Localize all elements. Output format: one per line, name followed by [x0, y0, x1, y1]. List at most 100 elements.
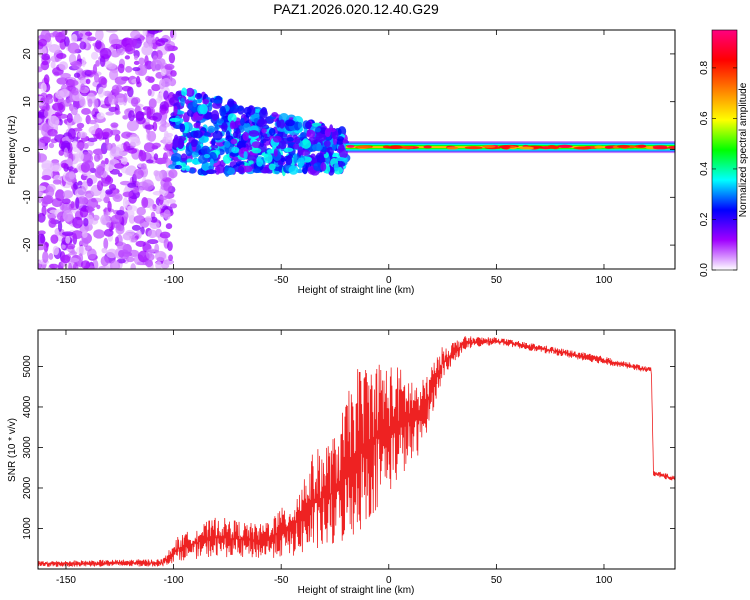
- spectrogram-cell: [81, 56, 86, 68]
- spectrogram-cell: [122, 115, 129, 120]
- spectrogram-cell: [106, 142, 113, 151]
- spectrogram-y-tick-label: -10: [22, 190, 33, 205]
- spectrogram-cell: [61, 244, 66, 249]
- spectrogram-cell: [304, 121, 312, 129]
- spectrogram-cell: [50, 234, 59, 244]
- spectrogram-cell: [199, 103, 208, 115]
- spectrogram-cell: [306, 129, 316, 138]
- spectrogram-cell: [76, 245, 88, 256]
- spectrogram-cell: [221, 121, 228, 133]
- spectrogram-cell: [79, 33, 84, 38]
- spectrogram-cell: [164, 43, 173, 52]
- spectrogram-cell: [117, 63, 125, 74]
- spectrogram-cell: [235, 128, 241, 139]
- spectrogram-cell: [135, 240, 146, 247]
- spectrogram-cell: [145, 75, 152, 82]
- spectrogram-cell: [104, 157, 109, 165]
- spectrogram-cell: [179, 123, 186, 133]
- spectrogram-cell: [69, 251, 78, 256]
- spectrogram-cell: [315, 132, 327, 142]
- spectrogram-cell: [71, 87, 79, 96]
- spectrogram-cell: [131, 224, 141, 231]
- spectrogram-cell: [169, 203, 178, 209]
- spectrogram-cell: [121, 85, 132, 92]
- spectrogram-cell: [326, 127, 336, 133]
- spectrogram-cell: [155, 50, 163, 60]
- spectrogram-cell: [382, 145, 391, 149]
- spectrogram-cell: [226, 167, 236, 175]
- spectrogram-cell: [103, 228, 114, 237]
- spectrogram-cell: [128, 110, 135, 122]
- snr-y-tick-label: 2000: [22, 476, 33, 499]
- spectrogram-cell: [96, 180, 104, 192]
- spectrogram-cell: [222, 154, 232, 164]
- spectrogram-cell: [446, 146, 459, 150]
- spectrogram-cell: [185, 87, 195, 98]
- spectrogram-cell: [85, 31, 93, 36]
- spectrogram-cell: [112, 192, 123, 203]
- spectrogram-cell: [155, 39, 166, 47]
- spectrogram-cell: [61, 30, 68, 36]
- spectrogram-cell: [43, 74, 50, 85]
- spectrogram-cell: [245, 111, 251, 118]
- spectrogram-cell: [49, 263, 59, 269]
- spectrogram-cell: [85, 78, 91, 85]
- spectrogram-cell: [193, 130, 203, 139]
- spectrogram-cell: [109, 69, 119, 81]
- spectrogram-cell: [72, 127, 83, 132]
- spectrogram-x-tick-label: -50: [274, 275, 289, 286]
- spectrogram-cell: [604, 145, 613, 149]
- spectrogram-cell: [100, 77, 108, 86]
- spectrogram-cell: [280, 157, 286, 163]
- spectrogram-cell: [152, 112, 163, 122]
- spectrogram-y-tick-label: 0: [22, 146, 33, 152]
- spectrogram-cell: [106, 222, 112, 228]
- spectrogram-cell: [42, 251, 49, 264]
- spectrogram-cell: [95, 59, 100, 67]
- spectrogram-cell: [652, 146, 669, 150]
- spectrogram-cell: [159, 231, 171, 239]
- spectrogram-cell: [117, 172, 123, 177]
- spectrogram-cell: [169, 117, 181, 122]
- spectrogram-cell: [130, 138, 141, 147]
- spectrogram-cell: [161, 115, 166, 127]
- spectrogram-cell: [62, 99, 72, 107]
- spectrogram-cell: [165, 141, 174, 151]
- spectrogram-cell: [58, 61, 69, 71]
- spectrogram-cell: [190, 139, 198, 148]
- spectrogram-cell: [224, 165, 229, 172]
- spectrogram-cell: [150, 59, 163, 71]
- spectrogram-cell: [159, 101, 170, 112]
- spectrogram-cell: [337, 144, 345, 152]
- snr-y-tick-label: 1000: [22, 517, 33, 540]
- spectrogram-cell: [423, 145, 432, 149]
- spectrogram-cell: [256, 158, 264, 167]
- spectrogram-y-tick-label: -20: [22, 237, 33, 252]
- spectrogram-cell: [155, 250, 167, 262]
- spectrogram-cell: [231, 146, 240, 154]
- spectrogram-cell: [242, 122, 251, 132]
- spectrogram-cell: [68, 262, 73, 269]
- spectrogram-cell: [155, 260, 162, 269]
- spectrogram-cell: [174, 164, 182, 170]
- spectrogram-cell: [39, 136, 51, 144]
- colorbar-label: Normalized spectral amplitude: [738, 82, 749, 217]
- spectrogram-cell: [278, 119, 285, 129]
- spectrogram-cell: [74, 188, 86, 198]
- spectrogram-cell: [130, 30, 141, 39]
- spectrogram-cell: [154, 159, 167, 164]
- spectrogram-cell: [105, 30, 118, 33]
- spectrogram-cell: [186, 158, 193, 163]
- spectrogram-cell: [201, 145, 211, 156]
- spectrogram-cell: [212, 130, 223, 141]
- spectrogram-cell: [70, 106, 78, 116]
- spectrogram-cell: [167, 241, 173, 252]
- spectrogram-cell: [63, 36, 70, 47]
- spectrogram-cell: [166, 151, 173, 157]
- spectrogram-cell: [153, 153, 159, 161]
- spectrogram-cell: [144, 55, 149, 66]
- spectrogram-cell: [38, 153, 47, 163]
- spectrogram-cell: [63, 119, 69, 124]
